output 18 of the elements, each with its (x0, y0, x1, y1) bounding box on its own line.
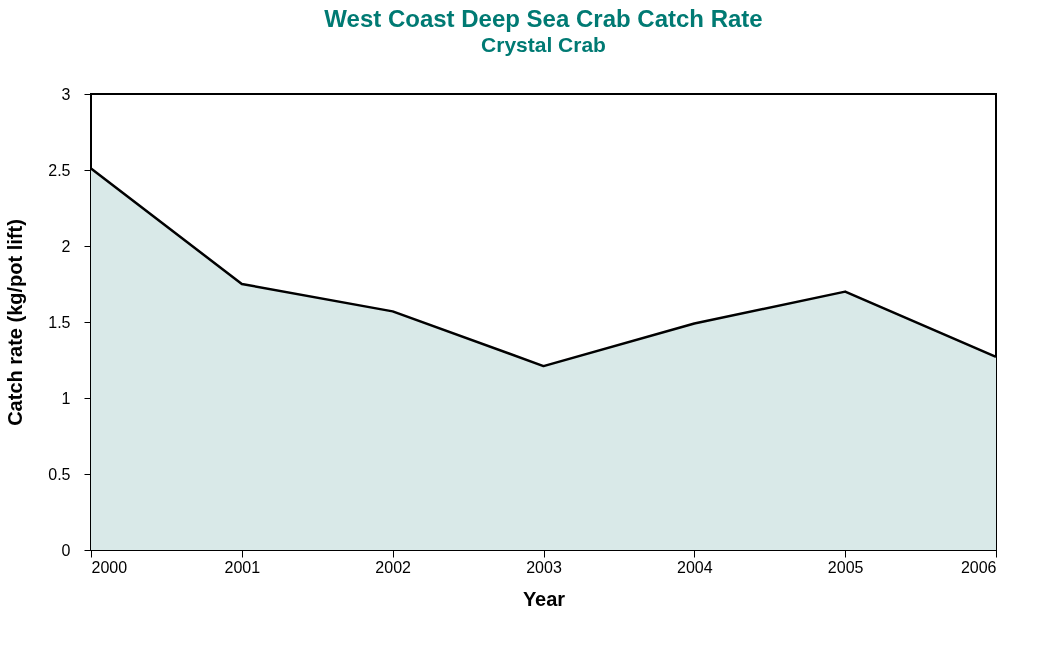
y-tick-label: 0.5 (48, 465, 71, 483)
x-axis-title: Year (522, 587, 566, 610)
y-tick-label: 2 (61, 237, 71, 255)
chart-subtitle: Crystal Crab (481, 33, 606, 56)
x-tick-label: 2000 (91, 558, 128, 576)
y-tick-label: 3 (61, 85, 71, 103)
x-tick-label: 2004 (677, 558, 713, 576)
y-tick-label: 0 (61, 541, 71, 559)
y-tick-label: 2.5 (48, 161, 71, 179)
x-tick-label: 2002 (375, 558, 412, 576)
y-tick-label: 1.5 (48, 313, 71, 331)
x-tick-label: 2006 (960, 558, 997, 576)
x-tick-label: 2001 (224, 558, 261, 576)
x-tick-label: 2003 (526, 558, 562, 576)
x-tick-label: 2005 (827, 558, 864, 576)
chart-title: West Coast Deep Sea Crab Catch Rate (324, 5, 763, 32)
y-axis-title: Catch rate (kg/pot lift) (4, 219, 27, 426)
y-tick-label: 1 (61, 389, 71, 407)
